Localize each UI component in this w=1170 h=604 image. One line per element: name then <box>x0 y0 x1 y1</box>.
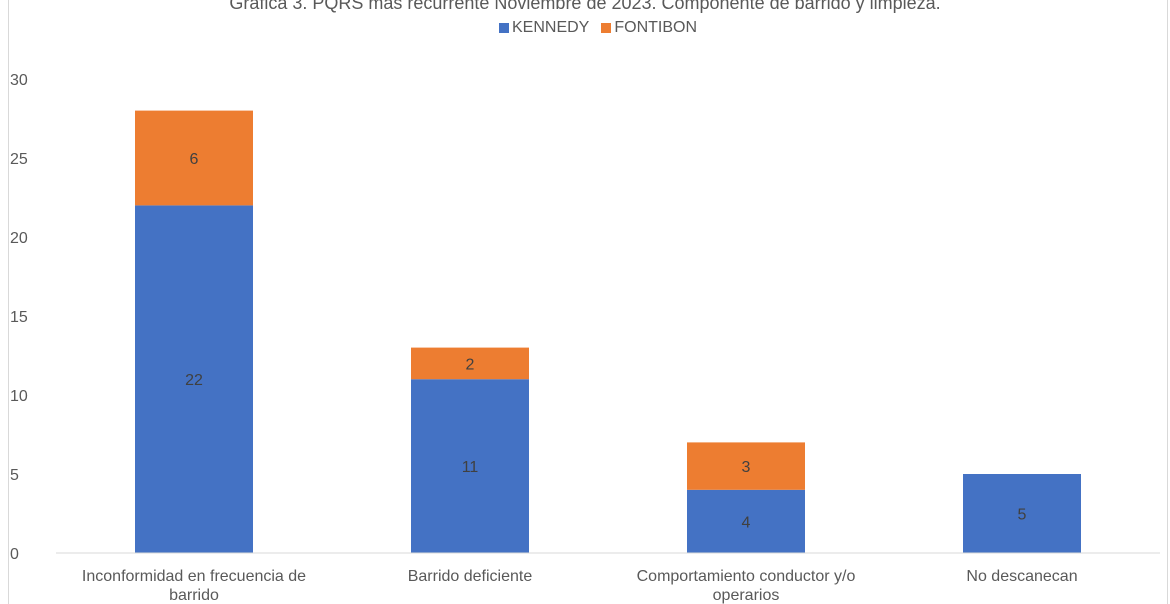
data-label-fontibon-2: 3 <box>742 459 751 476</box>
legend-item-fontibon: FONTIBON <box>601 19 697 37</box>
bar-fontibon-2 <box>687 442 805 490</box>
legend-item-kennedy: KENNEDY <box>498 19 590 37</box>
legend-label-fontibon: FONTIBON <box>614 19 698 36</box>
x-category-label: Barrido deficiente <box>408 568 533 585</box>
bar-kennedy-3 <box>963 474 1081 553</box>
bar-kennedy-0 <box>135 205 253 553</box>
legend-swatch-kennedy <box>498 23 509 33</box>
y-tick-label: 20 <box>10 230 28 247</box>
chart-frame <box>8 0 1168 604</box>
data-label-kennedy-1: 11 <box>462 459 479 476</box>
bar-kennedy-2 <box>687 489 805 553</box>
chart-title: Grafica 3. PQRS más recurrente Noviembre… <box>229 0 941 13</box>
bar-fontibon-1 <box>411 347 529 380</box>
x-category-label: barrido <box>169 587 219 604</box>
y-tick-label: 5 <box>10 467 19 484</box>
x-category-label: Comportamiento conductor y/o <box>637 568 856 585</box>
y-tick-label: 0 <box>10 546 19 563</box>
x-category-label: Inconformidad en frecuencia de <box>82 568 306 585</box>
data-label-kennedy-2: 4 <box>742 514 751 531</box>
y-tick-label: 30 <box>10 72 28 89</box>
legend: KENNEDY FONTIBON <box>0 19 1170 37</box>
x-category-label: No descanecan <box>966 568 1077 585</box>
x-category-label: operarios <box>713 587 780 604</box>
bar-kennedy-1 <box>411 379 529 553</box>
data-label-fontibon-0: 6 <box>190 151 199 168</box>
data-label-kennedy-3: 5 <box>1018 507 1027 524</box>
data-label-kennedy-0: 22 <box>185 372 203 389</box>
y-tick-label: 25 <box>10 151 28 168</box>
y-tick-label: 15 <box>10 309 28 326</box>
data-label-fontibon-1: 2 <box>466 356 475 373</box>
legend-swatch-fontibon <box>601 23 612 33</box>
y-tick-label: 10 <box>10 388 28 405</box>
legend-label-kennedy: KENNEDY <box>511 19 590 36</box>
bar-fontibon-0 <box>135 110 253 206</box>
